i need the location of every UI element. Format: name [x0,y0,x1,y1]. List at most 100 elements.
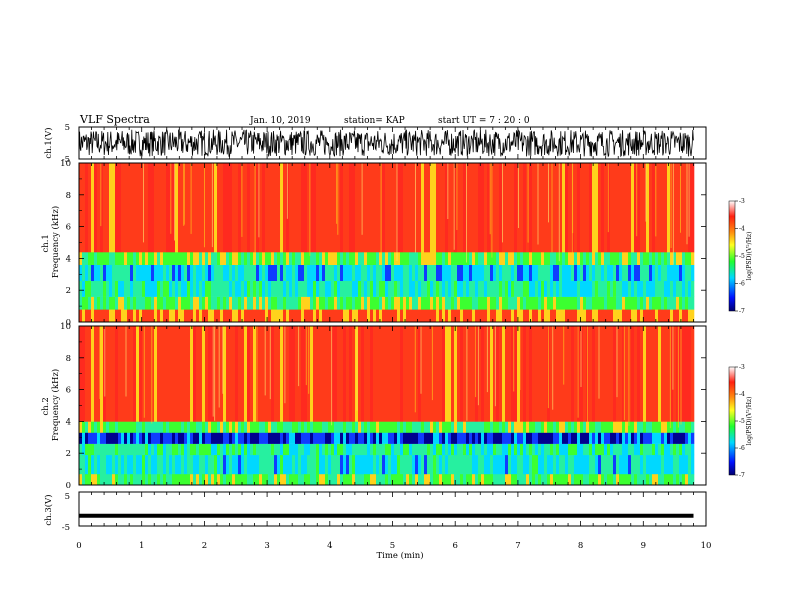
ch2-spectrogram-cell [460,443,464,456]
ch1-spectrogram-cell [607,296,611,310]
ch1-spectrogram-cell [79,163,83,253]
ch1-spectrogram-cell [364,264,368,281]
ch1-spectrogram-cell [565,264,569,281]
ch2-spectrogram-cell [199,443,203,456]
ch1-spectrogram-cell [376,163,380,253]
ch2-spectrogram-cell [328,473,332,486]
ch1-spectrogram-cell [301,296,305,310]
ch1-spectrogram-cell [541,309,545,323]
ch1-spectrogram-cell [661,163,665,253]
ch1-spectrogram-cell [541,252,545,265]
ch2-spectrogram-cell [469,473,473,486]
ch2-spectrogram-cell [403,326,407,422]
ch1-spectrogram-cell [409,280,413,297]
ch1-spectrogram-cell [280,264,284,281]
ch2-spectrogram-cell [565,421,569,433]
ch1-spectrogram-cell [445,264,449,281]
ch2-spectrogram-cell [676,421,680,433]
ch2-spectrogram-cell [682,473,686,486]
ch1-spectrogram-cell [193,280,197,297]
ch2-spectrogram-cell [358,326,362,422]
ch2-spectrogram-cell [409,443,413,456]
ch2-spectrogram-cell [544,326,548,422]
ch1-spectrogram-cell [499,264,503,281]
ch1-spectrogram-cell [109,163,113,253]
ch2-spectrogram-cell [556,432,560,444]
ch2-spectrogram-cell [445,326,449,422]
ch2-spectrogram-cell [352,473,356,486]
ch2-spectrogram-cell [376,454,380,475]
ch2-spectrogram-cell [319,432,323,444]
ch2-spectrogram-cell [346,432,350,444]
ch2-spectrogram-cell [502,326,506,422]
ch2-spectrogram-cell [460,432,464,444]
ch1-spectrogram-cell [127,280,131,297]
ch1-spectrogram-cell [88,163,92,253]
ch1-spectrogram-cell [277,280,281,297]
ch1-spectrogram-cell [109,296,113,310]
ch1-spectrogram-cell [517,252,521,265]
ch2-spectrogram-cell [256,454,260,475]
ch1-spectrogram-cell [328,280,332,297]
ch1-spectrogram-cell [172,264,176,281]
ch2-spectrogram-cell [82,421,86,433]
ch2-spectrogram-cell [604,421,608,433]
ch1-spectrogram-cell [691,296,695,310]
ch1-spectrogram-cell [142,309,146,323]
ch1-spectrogram-cell [145,280,149,297]
ch1-spectrogram-cell [598,309,602,323]
ch1-spectrogram-cell [127,163,131,253]
ch1-spectrogram-cell [556,252,560,265]
ch1-spectrogram-cell [610,309,614,323]
ch1-spectrogram-cell [376,280,380,297]
ch2-spectrogram-cell [424,443,428,456]
ch2-spectrogram-cell [184,454,188,475]
ch2-spectrogram-cell [163,454,167,475]
ch1-spectrogram-cell [505,296,509,310]
ch2-spectrogram-cell [676,454,680,475]
ch1-spectrogram-cell [688,280,692,297]
ch1-spectrogram-cell [250,163,254,253]
ch2-spectrogram-cell [415,454,419,475]
ch1-spectrogram-cell [451,264,455,281]
ch2-spectrogram-cell [214,473,218,486]
ch1-spectrogram-cell [493,296,497,310]
ch1-spectrogram-cell [178,163,182,253]
ch2-spectrogram-cell [217,473,221,486]
ch2-spectrogram-cell [499,326,503,422]
ch1-spectrogram-cell [133,309,137,323]
ch1-spectrogram-cell [370,264,374,281]
ch2-spectrogram-cell [115,421,119,433]
ch2-spectrogram-cell [439,432,443,444]
ch1-spectrogram-cell [358,264,362,281]
ch1-spectrogram-cell [235,252,239,265]
ch1-spectrogram-cell [355,280,359,297]
ch2-spectrogram-cell [268,473,272,486]
ch1-spectrogram-cell [424,280,428,297]
ch2-spectrogram-cell [655,421,659,433]
ch2-spectrogram-cell [673,421,677,433]
ch1-spectrogram-cell [280,309,284,323]
ch1-spectrogram-cell [517,296,521,310]
ch2-spectrogram-cell [664,454,668,475]
ch2-spectrogram-cell [457,454,461,475]
ch1-spectrogram-cell [607,280,611,297]
ch2-spectrogram-cell [475,421,479,433]
ch2-spectrogram-cell [547,473,551,486]
ch1-spectrogram-cell [127,264,131,281]
ch2-spectrogram-cell [355,473,359,486]
ch2-spectrogram-cell [319,326,323,422]
ch1-spectrogram-cell [217,280,221,297]
ch2-spectrogram-cell [487,326,491,422]
ch2-spectrogram-cell [289,454,293,475]
ch2-spectrogram-cell [184,432,188,444]
ch1-spectrogram-cell [181,280,185,297]
ch2-spectrogram-cell [283,432,287,444]
ch1-spectrogram-cell [553,252,557,265]
ch1-spectrogram-cell [649,252,653,265]
ch1-spectrogram-cell [388,264,392,281]
ch1-spectrogram-cell [685,280,689,297]
ch1-spectrogram-cell [433,280,437,297]
ch1-spectrogram-cell [154,280,158,297]
ch1-spectrogram-cell [166,280,170,297]
